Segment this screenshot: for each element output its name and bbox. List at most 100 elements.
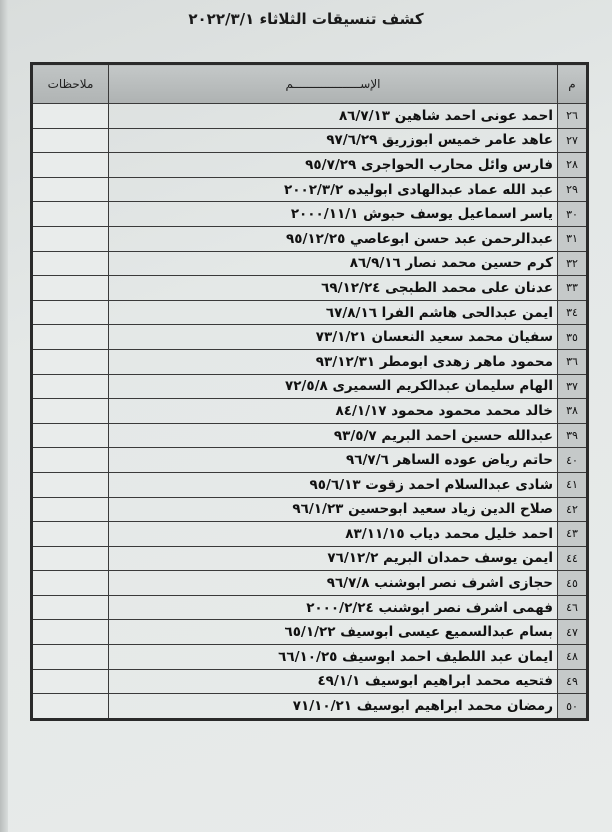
row-number: ٢٩	[557, 176, 588, 203]
row-number: ٣١	[557, 225, 588, 252]
table-row: ٤٧ بسام عبدالسميع عيسى ابوسيف ٦٥/١/٢٢	[31, 619, 588, 646]
row-name-cell: محمود ماهر زهدى ابومطر ٩٣/١٢/٣١	[108, 348, 558, 375]
table-row: ٤٣ احمد خليل محمد دياب ٨٣/١١/١٥	[31, 521, 588, 547]
row-name: محمود ماهر زهدى ابومطر	[379, 353, 553, 370]
row-name-cell: بسام عبدالسميع عيسى ابوسيف ٦٥/١/٢٢	[108, 619, 558, 646]
row-number: ٣٢	[557, 250, 588, 277]
row-name: فهمى اشرف نصر ابوشنب	[378, 599, 553, 616]
row-name: ايمن يوسف حمدان البريم	[383, 550, 553, 567]
row-date: ٩٧/٦/٢٩	[326, 132, 378, 149]
row-date: ٨٦/٧/١٣	[338, 107, 390, 124]
table-row: ٣٨ خالد محمد محمود محمود ٨٤/١/١٧	[31, 398, 588, 424]
table-row: ٤٤ ايمن يوسف حمدان البريم ٧٦/١٢/٢	[31, 545, 588, 572]
row-notes	[31, 324, 109, 350]
row-name-cell: شادى عبدالسلام احمد زقوت ٩٥/٦/١٣	[108, 471, 558, 498]
row-name-cell: ايمان عبد اللطيف احمد ابوسيف ٦٦/١٠/٢٥	[108, 644, 558, 670]
row-number: ٣٥	[557, 324, 588, 350]
row-date: ٧٦/١٢/٢	[327, 550, 379, 567]
row-name: سفيان محمد سعيد النعسان	[371, 329, 554, 346]
table-body: ٢٦ احمد عونى احمد شاهين ٨٦/٧/١٣ ٢٧ عاهد عام…	[31, 103, 588, 720]
row-notes	[31, 225, 109, 252]
row-number: ٣٠	[557, 201, 588, 227]
names-table: م الإســـــــــــــــــــم ملاحظات ٢٦ احم…	[30, 62, 589, 721]
row-date: ٤٩/١/١	[317, 673, 361, 690]
row-number: ٣٨	[557, 398, 588, 424]
row-number: ٤٨	[557, 644, 588, 670]
row-name-cell: سفيان محمد سعيد النعسان ٧٣/١/٢١	[108, 324, 558, 350]
row-notes	[31, 422, 109, 449]
row-date: ٧٣/١/٢١	[315, 329, 367, 346]
table-row: ٣٦ محمود ماهر زهدى ابومطر ٩٣/١٢/٣١	[31, 348, 588, 375]
row-date: ٦٧/٨/١٦	[325, 304, 377, 321]
table-row: ٤٢ صلاح الدين زياد سعيد ابوحسين ٩٦/١/٢٣	[31, 496, 588, 523]
row-name: ياسر اسماعيل يوسف حبوش	[363, 206, 553, 223]
row-name: كرم حسين محمد نصار	[405, 255, 553, 272]
row-number: ٤٥	[557, 570, 588, 596]
row-name-cell: رمضان محمد ابراهيم ابوسيف ٧١/١٠/٢١	[108, 693, 558, 720]
row-number: ٤٩	[557, 668, 588, 695]
row-notes	[31, 668, 109, 695]
row-number: ٢٨	[557, 152, 588, 178]
row-notes	[31, 103, 109, 129]
row-number: ٣٩	[557, 422, 588, 449]
row-name-cell: احمد خليل محمد دياب ٨٣/١١/١٥	[108, 521, 558, 547]
row-number: ٤٠	[557, 447, 588, 473]
row-name-cell: خالد محمد محمود محمود ٨٤/١/١٧	[108, 398, 558, 424]
row-name: حجازى اشرف نصر ابوشنب	[374, 575, 553, 592]
row-notes	[31, 398, 109, 424]
row-notes	[31, 176, 109, 203]
row-name: رمضان محمد ابراهيم ابوسيف	[356, 698, 553, 715]
table-row: ٢٧ عاهد عامر خميس ابوزريق ٩٧/٦/٢٩	[31, 127, 588, 154]
row-name: صلاح الدين زياد سعيد ابوحسين	[348, 501, 553, 518]
row-name: ايمان عبد اللطيف احمد ابوسيف	[342, 648, 553, 665]
row-number: ٤٢	[557, 496, 588, 523]
row-number: ٢٧	[557, 127, 588, 154]
row-notes	[31, 348, 109, 375]
row-notes	[31, 299, 109, 326]
row-name: فارس وائل محارب الحواجرى	[360, 156, 553, 173]
row-notes	[31, 127, 109, 154]
row-name-cell: ايمن يوسف حمدان البريم ٧٦/١٢/٢	[108, 545, 558, 572]
row-number: ٤١	[557, 471, 588, 498]
row-number: ٣٧	[557, 373, 588, 400]
row-number: ٥٠	[557, 693, 588, 720]
row-number: ٣٤	[557, 299, 588, 326]
table-row: ٥٠ رمضان محمد ابراهيم ابوسيف ٧١/١٠/٢١	[31, 693, 588, 720]
table-row: ٣٩ عبدالله حسين احمد البريم ٩٣/٥/٧	[31, 422, 588, 449]
row-name-cell: حاتم رياض عوده الساهر ٩٦/٧/٦	[108, 447, 558, 473]
table-row: ٣٠ ياسر اسماعيل يوسف حبوش ٢٠٠٠/١١/١	[31, 201, 588, 227]
row-name-cell: الهام سليمان عبدالكريم السميرى ٧٢/٥/٨	[108, 373, 558, 400]
table-header-row: م الإســـــــــــــــــــم ملاحظات	[31, 63, 588, 104]
row-date: ٨٣/١١/١٥	[345, 525, 405, 542]
row-date: ٨٦/٩/١٦	[349, 255, 401, 272]
table-row: ٣٣ عدنان على محمد الطبجى ٦٩/١٢/٢٤	[31, 275, 588, 301]
row-notes	[31, 275, 109, 301]
row-name: احمد خليل محمد دياب	[409, 525, 553, 542]
row-name-cell: فارس وائل محارب الحواجرى ٩٥/٧/٢٩	[108, 152, 558, 178]
table-row: ٣١ عبدالرحمن عبد حسن ابوعاصي ٩٥/١٢/٢٥	[31, 225, 588, 252]
row-date: ٩٥/١٢/٢٥	[286, 230, 346, 247]
row-notes	[31, 545, 109, 572]
row-notes	[31, 471, 109, 498]
table-row: ٤٩ فتحيه محمد ابراهيم ابوسيف ٤٩/١/١	[31, 668, 588, 695]
row-date: ٧١/١٠/٢١	[292, 698, 353, 715]
row-notes	[31, 644, 109, 670]
row-date: ٩٣/١٢/٣١	[315, 353, 376, 370]
row-name-cell: عبدالرحمن عبد حسن ابوعاصي ٩٥/١٢/٢٥	[108, 225, 558, 252]
row-name: حاتم رياض عوده الساهر	[393, 452, 553, 469]
row-name-cell: عاهد عامر خميس ابوزريق ٩٧/٦/٢٩	[108, 127, 558, 154]
row-notes	[31, 496, 109, 523]
row-number: ٢٦	[557, 103, 588, 129]
row-name: الهام سليمان عبدالكريم السميرى	[332, 378, 553, 395]
header-number: م	[557, 63, 588, 104]
row-name: عدنان على محمد الطبجى	[385, 279, 553, 296]
row-name: ايمن عبدالحى هاشم الفرا	[381, 304, 553, 321]
row-notes	[31, 250, 109, 277]
row-notes	[31, 521, 109, 547]
row-name-cell: حجازى اشرف نصر ابوشنب ٩٦/٧/٨	[108, 570, 558, 596]
row-name-cell: ايمن عبدالحى هاشم الفرا ٦٧/٨/١٦	[108, 299, 558, 326]
row-date: ٩٥/٦/١٣	[309, 476, 361, 493]
row-date: ٦٩/١٢/٢٤	[321, 279, 381, 296]
row-date: ٩٥/٧/٢٩	[305, 156, 357, 173]
page-edge	[0, 0, 8, 832]
